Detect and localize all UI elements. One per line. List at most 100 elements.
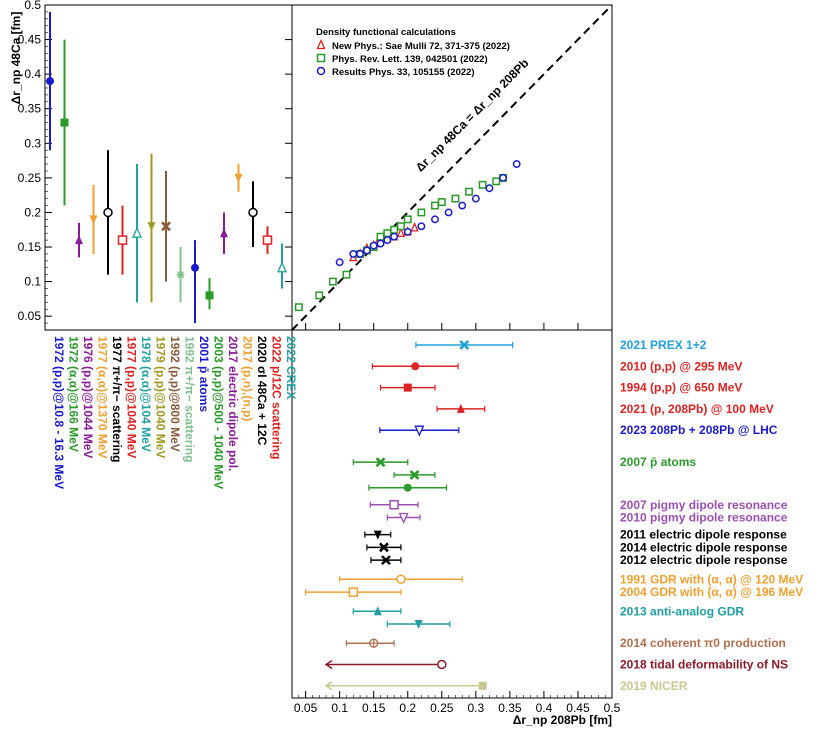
rotated-point-label: 1976 (p,p)@1044 MeV xyxy=(81,336,95,458)
theory-point xyxy=(512,160,521,168)
point-label: 2021 (p, 208Pb) @ 100 MeV xyxy=(620,402,774,416)
data-point xyxy=(234,173,243,183)
theory-point xyxy=(342,270,351,279)
data-point xyxy=(161,221,171,232)
point-label: 1994 (p,p) @ 650 MeV xyxy=(620,381,742,395)
theory-point xyxy=(437,198,446,207)
x-axis-label: Δr_np 208Pb [fm] xyxy=(513,713,612,727)
x-tick-label: 0.2 xyxy=(399,701,416,715)
theory-point xyxy=(431,201,439,210)
theory-point xyxy=(294,303,303,312)
rotated-point-label: 2022 p/12C scattering xyxy=(270,336,284,459)
data-point xyxy=(378,542,389,553)
data-point xyxy=(205,291,214,300)
theory-point xyxy=(485,184,494,193)
data-point xyxy=(131,226,143,238)
data-point xyxy=(103,207,113,218)
rotated-point-label: 2003 (p,p)@500 - 1040 MeV xyxy=(212,336,226,489)
data-point xyxy=(117,235,128,245)
data-point xyxy=(89,215,98,225)
legend: Density functional calculations New Phys… xyxy=(316,27,510,78)
theory-point xyxy=(356,249,365,258)
x-tick-label: 0.3 xyxy=(467,701,484,715)
theory-point xyxy=(362,246,371,255)
y-axis-label: Δr_np 48Ca [fm] xyxy=(9,12,23,105)
theory-point xyxy=(376,232,385,241)
rotated-point-label: 1992 π+/π− scattering xyxy=(183,336,197,462)
point-label: 2012 electric dipole response xyxy=(620,553,788,567)
data-point xyxy=(60,118,69,127)
theory-point xyxy=(417,222,426,231)
diagonal-line xyxy=(291,4,613,331)
point-label: 2021 PREX 1+2 xyxy=(620,338,707,352)
data-point xyxy=(409,470,420,480)
x-tick-label: 0.25 xyxy=(430,701,454,715)
legend-title: Density functional calculations xyxy=(316,27,456,38)
data-point xyxy=(248,207,258,218)
frame-bottom-right xyxy=(291,329,613,699)
data-point xyxy=(389,500,399,510)
theory-point xyxy=(403,215,412,224)
y-tick-label: 0.3 xyxy=(24,136,41,150)
theory-point xyxy=(465,187,473,196)
data-point xyxy=(478,681,487,690)
theory-point xyxy=(369,241,378,250)
theory-point xyxy=(417,208,426,217)
theory-point xyxy=(390,225,399,234)
rotated-point-label: 2001 p̄ atoms xyxy=(197,336,211,412)
y-tick-label: 0.4 xyxy=(24,67,41,81)
data-point xyxy=(414,425,425,437)
legend-label: Phys. Rev. Lett. 139, 042501 (2022) xyxy=(332,54,488,65)
theory-point xyxy=(444,208,453,217)
y-tick-label: 0.2 xyxy=(24,205,41,219)
y-axis-ticks: 0.05 0.1 0.15 0.2 0.25 0.3 0.35 0.4 0.45 0.5 xyxy=(18,0,292,331)
theory-point xyxy=(390,232,399,241)
data-point xyxy=(75,235,83,245)
point-label: 2011 electric dipole response xyxy=(620,528,787,542)
data-point xyxy=(348,587,359,597)
theory-point xyxy=(499,173,508,182)
theory-point xyxy=(471,194,480,203)
limit-arrow xyxy=(324,659,333,670)
point-label: 2018 tidal deformability of NS xyxy=(620,658,788,672)
limit-arrow xyxy=(324,681,333,691)
x-tick-label: 0.5 xyxy=(604,701,621,715)
theory-point xyxy=(458,201,467,210)
rotated-point-label: 1978 (α,α)@104 MeV xyxy=(139,336,153,452)
theory-point xyxy=(403,227,412,236)
x-tick-label: 0.4 xyxy=(536,701,553,715)
data-point xyxy=(403,383,412,392)
y-tick-label: 0.25 xyxy=(18,171,42,185)
point-label: 2013 anti-analog GDR xyxy=(620,604,744,618)
theory-point xyxy=(396,227,406,238)
rotated-point-label: 2022 CREX xyxy=(284,336,298,399)
point-label: 2004 GDR with (α, α) @ 196 MeV xyxy=(620,585,803,599)
rotated-point-label: 1972 (p,p)@10.8 - 16.3 MeV xyxy=(52,336,66,489)
data-point xyxy=(262,235,273,245)
legend-label: New Phys.: Sae Mulli 72, 371-375 (2022) xyxy=(332,41,510,52)
point-label: 2010 pigmy dipole resonance xyxy=(620,511,788,525)
theory-point xyxy=(396,222,405,231)
y-tick-label: 0.45 xyxy=(18,33,42,47)
x-tick-label: 0.15 xyxy=(362,701,386,715)
y-tick-label: 0.35 xyxy=(18,102,42,116)
rotated-point-label: 2020 σI 48Ca + 12C xyxy=(255,336,269,446)
x-tick-label: 0.45 xyxy=(566,701,590,715)
y-tick-label: 0.15 xyxy=(18,240,42,254)
right-labels: 2021 PREX 1+2 2010 (p,p) @ 295 MeV 1994 (p… xyxy=(620,338,803,693)
data-point xyxy=(414,620,423,630)
data-point xyxy=(191,263,199,272)
y-tick-label: 0.5 xyxy=(24,0,41,12)
x-tick-label: 0.1 xyxy=(331,701,348,715)
data-point xyxy=(403,483,412,492)
theory-point xyxy=(431,215,439,224)
data-point xyxy=(276,261,288,273)
data-point xyxy=(456,403,465,413)
data-point xyxy=(373,606,382,616)
theory-point xyxy=(383,236,392,245)
theory-point xyxy=(410,221,419,232)
y-tick-label: 0.1 xyxy=(24,275,41,289)
point-label: 2007 pigmy dipole resonance xyxy=(620,498,788,512)
theory-point xyxy=(349,249,358,258)
